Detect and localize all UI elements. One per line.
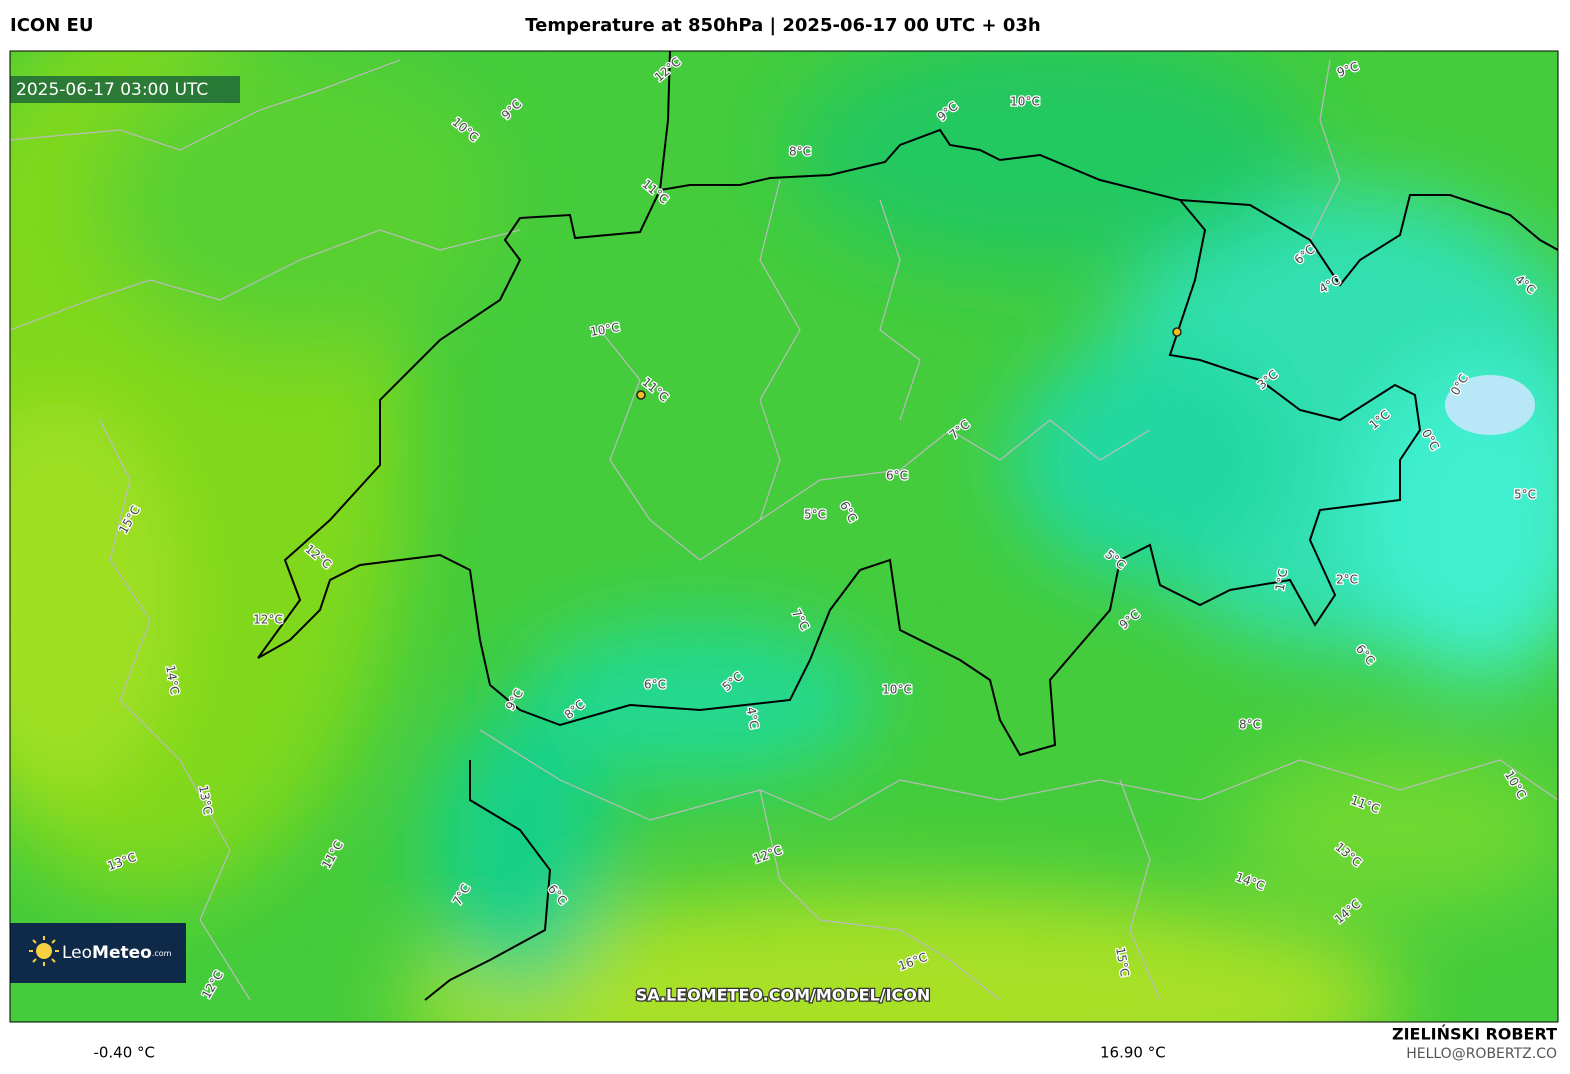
cold-pool — [1445, 375, 1535, 435]
contour-label: 8°C — [789, 145, 811, 159]
country-borders — [257, 51, 1558, 1001]
timestamp-box — [10, 76, 240, 103]
contour-label: 13°C — [196, 784, 215, 816]
city-marker — [636, 390, 646, 400]
contour-label: 2°C — [1336, 573, 1358, 587]
contour-label: 10°C — [1010, 95, 1040, 109]
admin-borders — [10, 59, 1558, 1001]
logo-suffix: .com — [152, 949, 172, 958]
contour-label: 5°C — [804, 508, 826, 522]
logo-sun — [29, 936, 59, 966]
contour-label: 4°C — [744, 706, 762, 730]
colorbar-min-label: -0.40 °C — [93, 1044, 155, 1062]
logo-bold: Meteo — [92, 943, 152, 963]
logo-light: Leo — [62, 943, 92, 963]
contour-label: 1°C — [1273, 568, 1291, 592]
watermark: SA.LEOMETEO.COM/MODEL/ICON — [636, 986, 931, 1005]
map-title: Temperature at 850hPa | 2025-06-17 00 UT… — [525, 15, 1040, 36]
contour-label: 10°C — [589, 320, 621, 339]
contour-label: 6°C — [886, 469, 908, 483]
contour-label: 15°C — [1113, 946, 1132, 978]
author-name: ZIELIŃSKI ROBERT — [1392, 1025, 1557, 1044]
city-marker — [1172, 327, 1182, 337]
map-frame — [9, 50, 1559, 1023]
contour-label: 12°C — [253, 613, 283, 627]
contour-label: 6°C — [644, 678, 666, 692]
logo-text: LeoMeteo.com — [62, 943, 172, 963]
model-name: ICON EU — [10, 15, 93, 36]
contour-label: 5°C — [1514, 488, 1536, 502]
contour-label: 8°C — [1239, 718, 1261, 732]
contour-label: 14°C — [163, 664, 182, 696]
colorbar-max-label: 16.90 °C — [1100, 1044, 1166, 1062]
timestamp: 2025-06-17 03:00 UTC — [16, 80, 208, 100]
contour-label: 10°C — [882, 683, 912, 697]
author-email: HELLO@ROBERTZ.CO — [1406, 1046, 1557, 1062]
